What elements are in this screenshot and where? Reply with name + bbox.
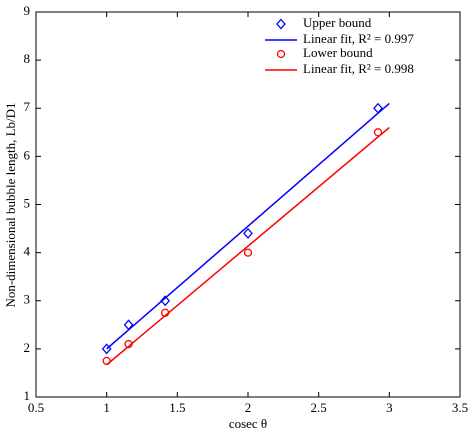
y-tick-label: 7: [24, 99, 31, 114]
legend-label: Linear fit, R² = 0.997: [303, 31, 414, 46]
x-tick-label: 3.5: [452, 400, 468, 415]
circle-marker: [243, 248, 253, 257]
diamond-marker: [243, 227, 253, 239]
y-tick-label: 9: [24, 3, 31, 18]
x-tick-label: 2.5: [311, 400, 327, 415]
fit-line: [106, 102, 390, 350]
legend-label: Upper bound: [303, 15, 372, 30]
x-tick-label: 0.5: [28, 400, 44, 415]
x-tick-label: 1: [103, 400, 110, 415]
y-tick-label: 6: [24, 147, 31, 162]
legend-marker: [276, 18, 286, 30]
legend-marker: [276, 49, 286, 59]
x-tick-label: 3: [386, 400, 393, 415]
y-tick-label: 4: [24, 244, 31, 259]
y-tick-label: 5: [24, 195, 31, 210]
x-tick-label: 1.5: [169, 400, 185, 415]
y-tick-label: 1: [24, 388, 31, 403]
y-axis-label: Non-dimensional bubble length, Lb/D1: [3, 102, 18, 307]
legend-label: Lower bound: [303, 45, 373, 60]
y-tick-label: 8: [24, 51, 31, 66]
y-tick-label: 3: [24, 292, 31, 307]
circle-marker: [373, 128, 383, 137]
x-tick-label: 2: [245, 400, 252, 415]
fit-line: [106, 126, 390, 366]
diamond-marker: [160, 295, 171, 307]
y-tick-label: 2: [24, 340, 31, 355]
x-axis-label: cosec θ: [229, 416, 267, 431]
legend-label: Linear fit, R² = 0.998: [303, 61, 414, 76]
